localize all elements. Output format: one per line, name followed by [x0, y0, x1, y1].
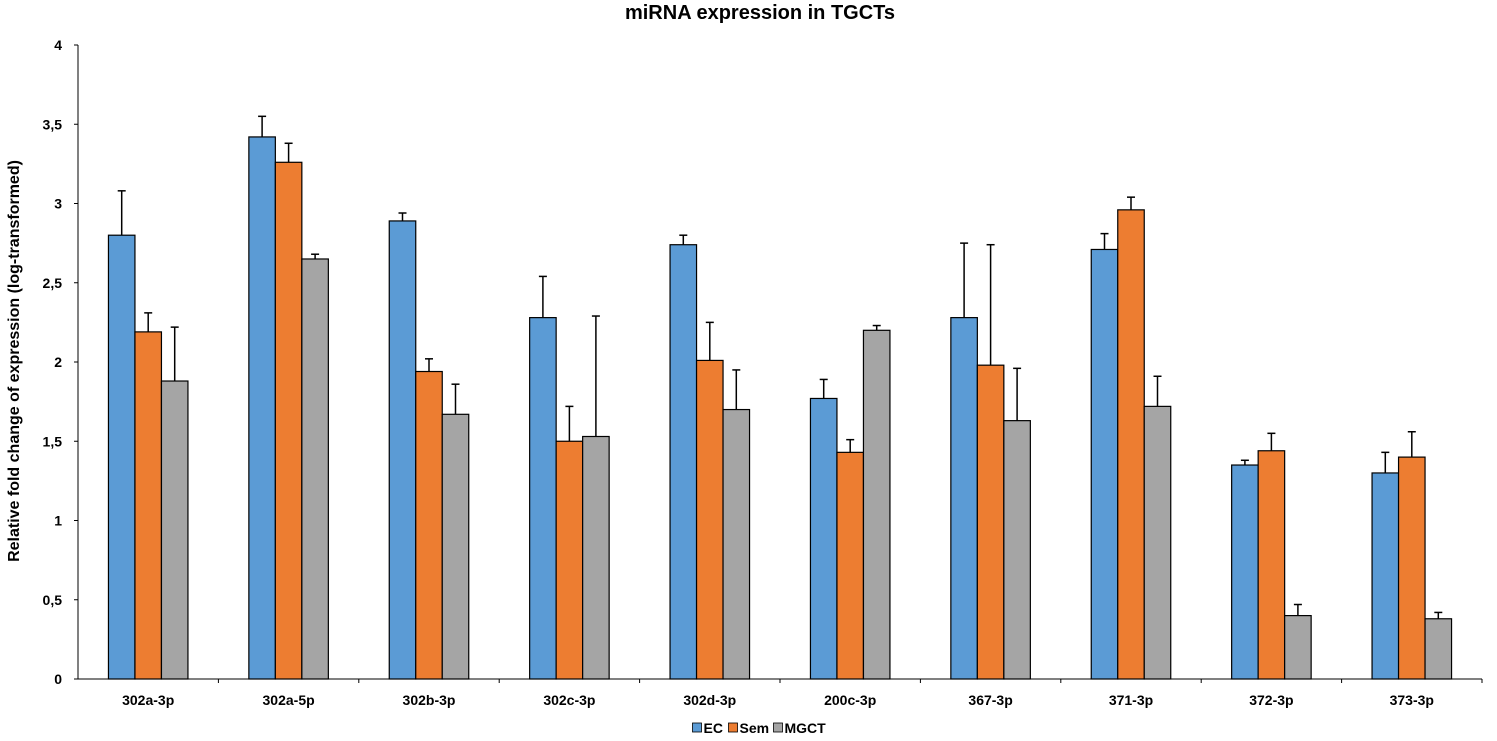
bar-sem-367-3p [976, 364, 1005, 680]
y-tick-label: 1 [54, 513, 62, 529]
legend-label-mgct: MGCT [785, 720, 827, 736]
legend-swatch-ec [692, 722, 702, 733]
x-tick-label: 367-3p [968, 692, 1012, 708]
bar-ec-302a-5p [248, 136, 276, 680]
bar-mgct-302a-5p [301, 258, 329, 680]
y-tick-label: 3,5 [43, 116, 63, 132]
bar-ec-371-3p [1090, 248, 1119, 680]
bar-mgct-367-3p [1003, 420, 1031, 680]
bar-ec-372-3p [1231, 464, 1259, 680]
bar-sem-372-3p [1257, 450, 1286, 680]
y-tick-label: 4 [54, 37, 62, 53]
y-tick-label: 2 [54, 354, 62, 370]
bar-ec-302d-3p [669, 244, 698, 680]
bar-ec-302a-3p [107, 234, 136, 680]
bars [107, 136, 1453, 680]
x-tick-label: 373-3p [1390, 692, 1434, 708]
legend-swatch-mgct [773, 722, 783, 733]
axes: 0 0,5 1 1,5 2 2,5 3 3,5 4 302a-3p 302a-5p 302b-3p 30… [43, 37, 1483, 708]
y-axis-label: Relative fold change of expression (log-… [6, 160, 23, 562]
y-tick-label: 3 [54, 196, 62, 212]
bar-ec-302c-3p [529, 317, 557, 680]
bar-mgct-200c-3p [862, 329, 891, 680]
bar-mgct-371-3p [1143, 405, 1172, 680]
x-tick-label: 302c-3p [543, 692, 595, 708]
x-tick-label: 372-3p [1249, 692, 1293, 708]
error-bars [117, 115, 1443, 619]
x-tick-label: 302a-3p [122, 692, 174, 708]
bar-mgct-373-3p [1424, 618, 1453, 680]
bar-sem-302d-3p [695, 359, 724, 680]
bar-mgct-372-3p [1284, 614, 1312, 680]
y-tick-label: 0,5 [43, 592, 63, 608]
bar-sem-371-3p [1117, 209, 1145, 680]
bar-sem-302a-5p [274, 161, 303, 680]
bar-ec-200c-3p [809, 397, 838, 680]
bar-mgct-302c-3p [582, 435, 610, 680]
bar-sem-302b-3p [415, 370, 443, 680]
legend: EC Sem MGCT [692, 720, 827, 736]
bar-sem-200c-3p [836, 451, 865, 680]
legend-label-ec: EC [704, 720, 723, 736]
legend-label-sem: Sem [740, 720, 770, 736]
legend-swatch-sem [728, 722, 738, 733]
bar-mgct-302a-3p [160, 380, 189, 680]
bar-ec-373-3p [1371, 472, 1400, 680]
bar-sem-302c-3p [555, 440, 584, 680]
chart-title: miRNA expression in TGCTs [625, 2, 895, 24]
x-tick-label: 200c-3p [824, 692, 876, 708]
bar-sem-302a-3p [134, 331, 163, 680]
x-tick-label: 371-3p [1109, 692, 1153, 708]
bar-sem-373-3p [1397, 456, 1426, 680]
x-tick-label: 302b-3p [403, 692, 456, 708]
x-tick-label: 302a-5p [263, 692, 315, 708]
x-tick-label: 302d-3p [683, 692, 736, 708]
bar-ec-302b-3p [388, 220, 417, 680]
bar-ec-367-3p [950, 317, 978, 680]
bar-mgct-302b-3p [441, 413, 470, 680]
y-tick-label: 0 [54, 671, 62, 687]
y-tick-label: 2,5 [43, 275, 63, 291]
bar-mgct-302d-3p [722, 408, 751, 680]
y-tick-label: 1,5 [43, 433, 63, 449]
